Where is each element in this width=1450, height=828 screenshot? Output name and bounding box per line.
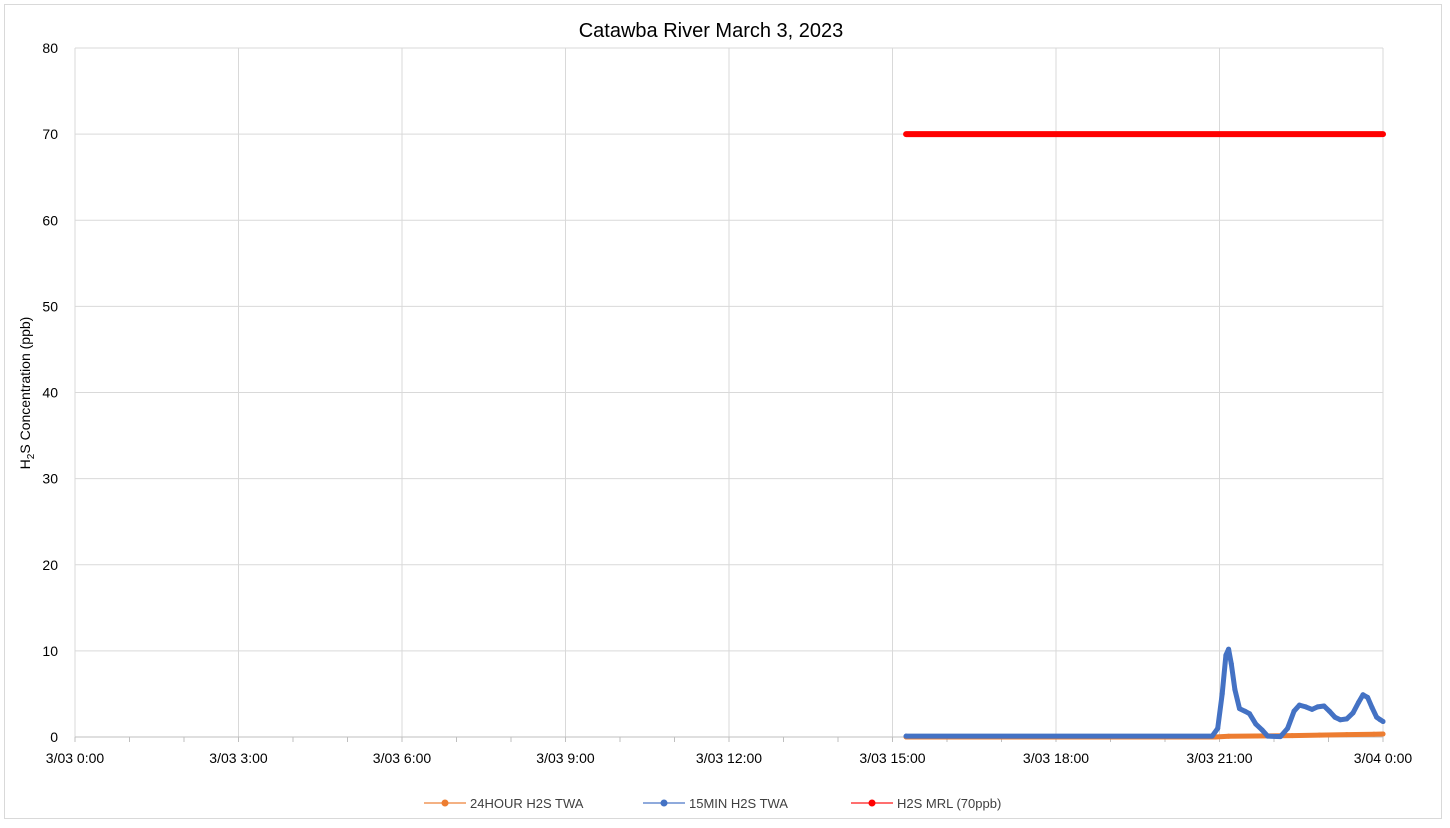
data-point — [1226, 733, 1232, 739]
legend-swatch-marker — [441, 799, 449, 807]
data-point — [1285, 725, 1291, 731]
data-point — [1371, 731, 1377, 737]
x-tick-label: 3/03 21:00 — [1186, 750, 1252, 766]
x-tick-label: 3/03 12:00 — [696, 750, 762, 766]
chart-title: Catawba River March 3, 2023 — [579, 20, 844, 42]
x-tick-label: 3/03 3:00 — [209, 750, 268, 766]
data-point — [1247, 711, 1252, 717]
y-tick-label: 80 — [42, 40, 58, 56]
data-point — [1237, 706, 1242, 712]
data-point — [1296, 702, 1302, 708]
data-point — [1309, 706, 1315, 712]
data-point — [1332, 714, 1338, 720]
data-point — [1226, 646, 1232, 652]
data-point — [1289, 733, 1295, 739]
data-point — [1232, 687, 1238, 693]
data-point — [1369, 705, 1375, 711]
legend-label: H2S MRL (70ppb) — [897, 796, 1001, 811]
data-point — [1209, 733, 1215, 739]
x-tick-label: 3/04 0:00 — [1354, 750, 1413, 766]
x-tick-label: 3/03 6:00 — [373, 750, 432, 766]
data-point — [1223, 652, 1229, 658]
data-point — [1219, 691, 1225, 697]
data-point — [1259, 727, 1265, 733]
data-point — [1253, 721, 1259, 727]
data-point — [1380, 731, 1386, 737]
x-tick-label: 3/03 0:00 — [46, 750, 105, 766]
data-point — [1326, 708, 1332, 714]
data-point — [1360, 692, 1366, 698]
data-point — [1228, 661, 1234, 667]
y-tick-label: 70 — [42, 126, 58, 142]
data-point — [1265, 733, 1271, 739]
x-tick-label: 3/03 9:00 — [536, 750, 595, 766]
series-layer — [903, 131, 1386, 740]
y-tick-label: 60 — [42, 212, 58, 228]
grid-layer — [74, 47, 1384, 737]
data-point — [1374, 714, 1380, 720]
data-point — [1380, 719, 1386, 724]
y-tick-label: 50 — [42, 298, 58, 314]
data-point — [903, 733, 909, 739]
data-point — [1215, 725, 1221, 731]
x-tick-label: 3/03 18:00 — [1023, 750, 1089, 766]
y-tick-label: 20 — [42, 557, 58, 573]
y-axis-label-subscript: 2 — [26, 453, 37, 459]
legend: 24HOUR H2S TWA 15MIN H2S TWA H2S MRL (70pp… — [424, 796, 1001, 811]
legend-swatch-marker — [660, 799, 668, 807]
data-point — [1321, 703, 1327, 709]
y-axis-label: H2S Concentration (ppb) — [17, 317, 37, 470]
data-point — [1337, 717, 1343, 723]
y-axis-label-prefix: H — [17, 459, 33, 469]
data-point — [1356, 700, 1361, 705]
y-tick-label: 40 — [42, 385, 58, 401]
data-point — [1315, 704, 1321, 710]
data-point — [1242, 708, 1248, 714]
axis-layer: 0 10 20 30 40 50 60 70 80 3/03 0:00 3/03 3:00 3/03 … — [42, 40, 1412, 766]
x-tick-label: 3/03 15:00 — [859, 750, 925, 766]
series-line-2 — [903, 646, 1386, 740]
legend-swatch-marker — [868, 799, 876, 807]
y-tick-label: 10 — [42, 643, 58, 659]
data-point — [1277, 734, 1283, 740]
data-point — [1380, 131, 1386, 137]
data-point — [1365, 694, 1371, 700]
data-point — [1253, 733, 1259, 739]
y-tick-label: 30 — [42, 471, 58, 487]
legend-label: 15MIN H2S TWA — [689, 796, 788, 811]
data-point — [1350, 710, 1356, 716]
y-tick-label: 0 — [50, 729, 58, 745]
data-point — [1303, 704, 1309, 710]
data-point — [1344, 732, 1350, 738]
data-point — [1316, 732, 1322, 738]
data-point — [1344, 716, 1350, 722]
data-point — [903, 131, 909, 137]
y-axis-label-suffix: S Concentration (ppb) — [17, 317, 33, 454]
legend-label: 24HOUR H2S TWA — [470, 796, 584, 811]
chart-frame — [4, 4, 1442, 819]
data-point — [1291, 708, 1297, 714]
